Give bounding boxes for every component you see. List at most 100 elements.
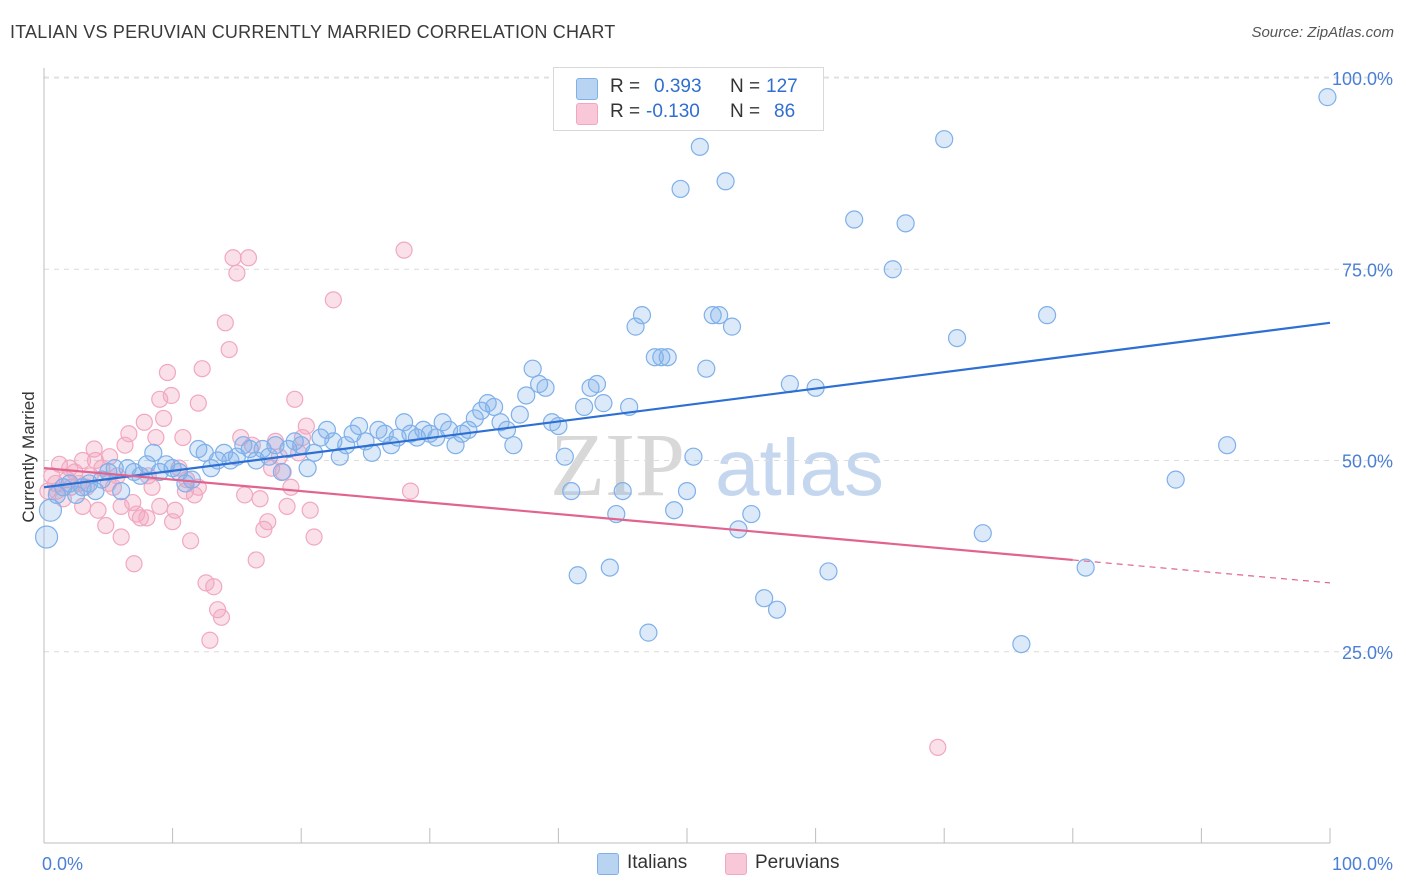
- peruvian-point: [278, 497, 296, 515]
- peruvians-legend-label: Peruvians: [755, 852, 840, 873]
- peruvian-point: [189, 394, 207, 412]
- peruvian-point: [112, 528, 130, 546]
- legend-n-label: N =: [730, 76, 761, 97]
- peruvian-point: [224, 249, 242, 267]
- peruvian-point: [162, 386, 180, 405]
- italian-point: [1076, 558, 1095, 577]
- italian-point: [105, 459, 124, 478]
- italian-point: [562, 482, 581, 501]
- watermark-atlas: atlas: [715, 423, 884, 512]
- legend-n-value: 86: [774, 101, 796, 122]
- peruvian-point: [182, 532, 200, 550]
- peruvian-point: [239, 249, 258, 267]
- peruvian-point: [305, 528, 323, 546]
- italian-point: [613, 482, 632, 501]
- x-tick-label: 0.0%: [42, 854, 83, 874]
- italian-point: [703, 306, 722, 325]
- peruvians-swatch: [576, 103, 598, 125]
- peruvian-point: [154, 409, 173, 428]
- italian-point: [716, 172, 735, 191]
- italian-point: [568, 566, 587, 585]
- peruvian-point: [158, 363, 177, 382]
- peruvian-point: [205, 578, 223, 596]
- italian-point: [510, 405, 529, 424]
- italian-point: [555, 447, 574, 466]
- italian-point: [665, 501, 684, 520]
- peruvian-point: [97, 516, 115, 535]
- italian-point: [86, 482, 105, 501]
- peruvian-point: [282, 478, 300, 496]
- peruvian-point: [251, 490, 269, 508]
- peruvians-legend-swatch: [725, 853, 747, 875]
- italian-point: [394, 413, 414, 432]
- axes: [43, 68, 1331, 844]
- peruvian-point: [135, 413, 153, 431]
- gridlines: [44, 76, 1392, 653]
- italian-point: [947, 329, 967, 348]
- y-axis-label: Currently Married: [19, 391, 38, 522]
- italian-point: [575, 397, 594, 417]
- x-tick-label: 100.0%: [1332, 854, 1393, 874]
- italian-point: [587, 374, 607, 394]
- italian-point: [639, 623, 658, 642]
- italian-point: [1012, 634, 1031, 654]
- legend-r-value: 0.393: [654, 76, 702, 97]
- peruvian-point: [324, 291, 342, 309]
- italian-point: [272, 462, 292, 482]
- peruvian-point: [143, 478, 161, 496]
- peruvian-point: [929, 738, 947, 756]
- italian-point: [182, 470, 201, 489]
- y-tick-label: 25.0%: [1342, 643, 1393, 663]
- peruvian-point: [86, 451, 105, 470]
- italian-point: [710, 306, 729, 325]
- peruvian-point: [286, 390, 304, 408]
- peruvian-point: [120, 425, 138, 443]
- peruvian-point: [138, 509, 156, 527]
- italian-point: [671, 179, 690, 199]
- legend-n-label: N =: [730, 101, 761, 122]
- italian-point: [34, 525, 59, 549]
- italian-point: [845, 210, 864, 229]
- italian-point: [690, 137, 709, 156]
- peruvian-point: [301, 501, 319, 519]
- y-tick-label: 100.0%: [1332, 69, 1393, 89]
- italian-point: [742, 504, 761, 524]
- peruvian-point: [61, 459, 79, 477]
- peruvian-point: [259, 513, 277, 531]
- italian-point: [600, 558, 619, 577]
- peruvian-point: [247, 551, 265, 569]
- y-tick-label: 50.0%: [1342, 452, 1393, 472]
- italian-point: [298, 459, 317, 478]
- italian-point: [883, 260, 902, 279]
- legend-r-label: R =: [610, 101, 641, 122]
- peruvian-point: [176, 482, 195, 500]
- peruvian-point: [164, 513, 182, 531]
- italian-point: [755, 589, 774, 608]
- italian-point: [485, 397, 504, 417]
- peruvian-point: [125, 555, 143, 573]
- italian-point: [684, 447, 703, 466]
- italian-point: [626, 317, 645, 336]
- italian-point: [652, 348, 671, 367]
- italian-point: [523, 359, 542, 378]
- peruvian-point: [151, 497, 169, 515]
- peruvian-point: [147, 428, 165, 447]
- peruvian-point: [131, 509, 150, 527]
- italian-point: [697, 359, 716, 378]
- italian-point: [632, 306, 652, 325]
- italian-point: [1166, 470, 1185, 489]
- peruvian-point: [216, 314, 234, 332]
- trendlines: [43, 321, 1331, 584]
- italian-point: [780, 374, 799, 394]
- italians-swatch: [576, 78, 598, 100]
- peruvians-trendline-extrapolated: [1072, 559, 1331, 584]
- peruvian-point: [73, 451, 92, 470]
- italians-legend-swatch: [597, 853, 619, 875]
- watermark-zip: ZIP: [550, 416, 685, 515]
- peruvian-point: [193, 360, 211, 378]
- italian-point: [38, 498, 63, 522]
- italian-point: [973, 524, 992, 543]
- italian-point: [1037, 306, 1057, 325]
- chart-title: ITALIAN VS PERUVIAN CURRENTLY MARRIED CO…: [10, 22, 616, 42]
- peruvian-point: [220, 340, 238, 359]
